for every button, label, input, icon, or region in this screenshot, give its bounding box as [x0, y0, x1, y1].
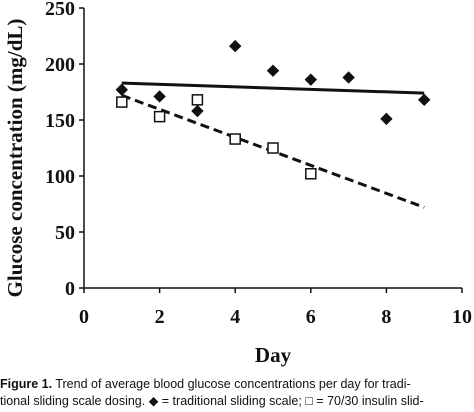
square-point [191, 94, 204, 106]
data-points [115, 39, 431, 180]
x-tick-label: 4 [230, 306, 240, 328]
x-tick-label: 0 [79, 306, 89, 328]
trendline-solid [121, 81, 425, 95]
x-tick-label: 8 [381, 306, 391, 328]
diamond-point [191, 104, 204, 118]
square-point [116, 96, 128, 108]
diamond-point [380, 112, 393, 126]
y-tick-label: 200 [45, 54, 75, 76]
x-axis-title: Day [255, 343, 292, 367]
ticks: 0 50 100 150 200 250 0 2 4 6 8 10 [45, 0, 472, 328]
y-tick-label: 150 [45, 110, 75, 132]
y-tick-label: 0 [65, 278, 75, 300]
x-tick-label: 10 [452, 306, 472, 328]
square-point [267, 142, 279, 154]
square-point [229, 133, 241, 145]
diamond-point [342, 71, 355, 84]
y-axis-title: Glucose concentration (mg/dL) [3, 19, 27, 298]
x-tick-label: 2 [155, 306, 165, 328]
glucose-chart: 0 50 100 150 200 250 0 2 4 6 8 10 Glucose concentra… [3, 0, 472, 367]
y-tick-label: 250 [45, 0, 75, 20]
diamond-point [153, 90, 166, 103]
x-tick-label: 6 [306, 306, 316, 328]
square-point [305, 168, 317, 180]
diamond-point [266, 64, 280, 77]
caption-line-2: tional sliding scale dosing. ◆ = traditi… [0, 394, 424, 408]
diamond-point [115, 83, 129, 96]
diamond-point [417, 93, 431, 107]
diamond-point [304, 73, 318, 86]
axes [83, 8, 462, 289]
figure-caption: Figure 1. Trend of average blood glucose… [0, 376, 474, 410]
caption-text-1: Trend of average blood glucose concentra… [52, 377, 411, 391]
square-point [153, 110, 166, 123]
y-tick-label: 50 [55, 222, 75, 244]
caption-line-1: Figure 1. Trend of average blood glucose… [0, 376, 474, 393]
y-tick-label: 100 [45, 166, 75, 188]
caption-lead: Figure 1. [0, 377, 53, 391]
diamond-point [228, 39, 242, 53]
